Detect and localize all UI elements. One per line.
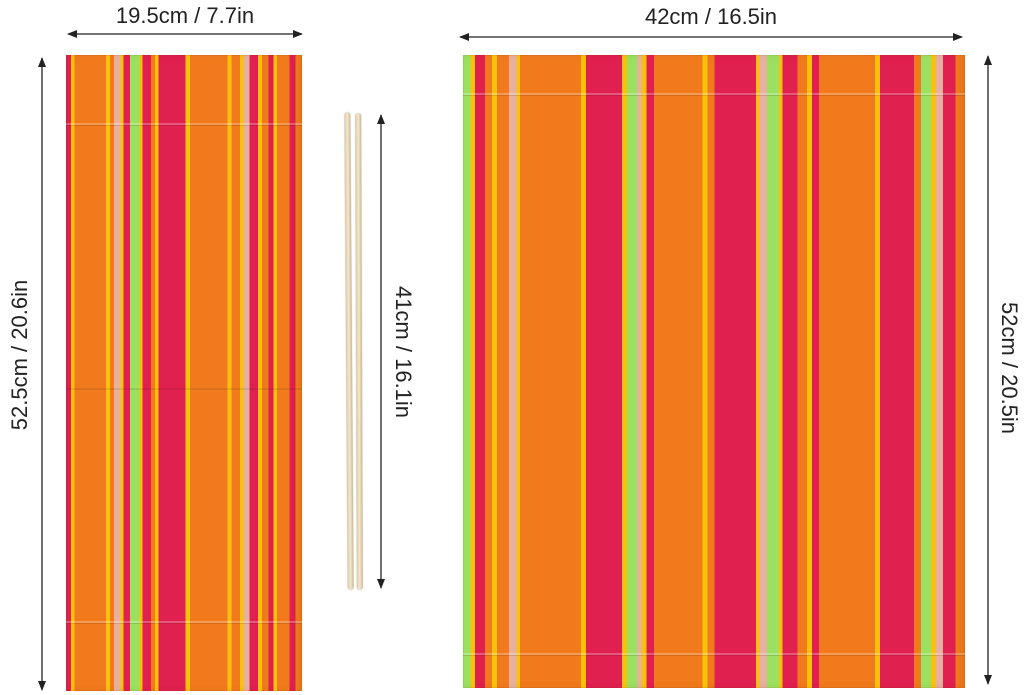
rod-length-label: 41cm / 16.1in <box>391 285 416 419</box>
small-height-label: 52.5cm / 20.6in <box>7 279 32 431</box>
small-width-label: 19.5cm / 7.7in <box>115 3 255 28</box>
large-fabric-panel <box>463 55 965 688</box>
bottom-seam <box>463 653 965 655</box>
bottom-seam <box>66 621 302 623</box>
large-height-label: 52cm / 20.5in <box>997 301 1022 435</box>
top-seam <box>463 93 965 95</box>
large-width-label: 42cm / 16.5in <box>644 4 778 29</box>
fold-line <box>66 388 302 390</box>
top-seam <box>66 123 302 125</box>
small-fabric-panel <box>66 55 302 691</box>
